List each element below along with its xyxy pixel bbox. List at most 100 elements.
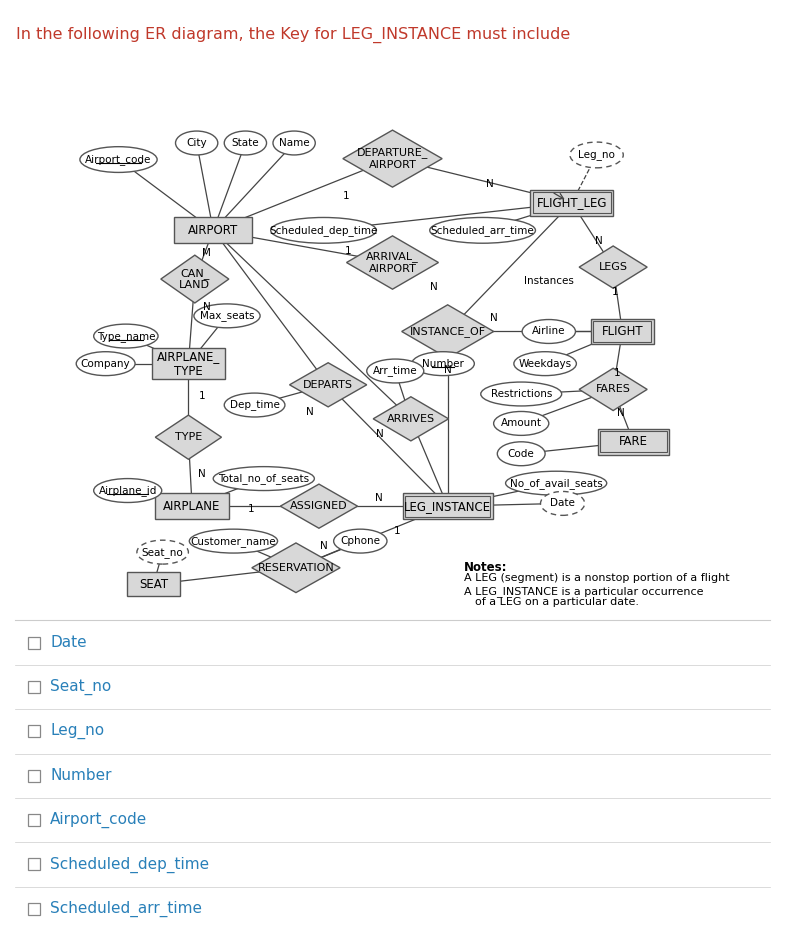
Text: In the following ER diagram, the Key for LEG_INSTANCE must include: In the following ER diagram, the Key for… <box>16 27 570 43</box>
Polygon shape <box>280 484 357 528</box>
Text: Weekdays: Weekdays <box>519 359 571 369</box>
Polygon shape <box>290 362 367 407</box>
Text: No_of_avail_seats: No_of_avail_seats <box>509 477 603 489</box>
Ellipse shape <box>137 540 188 565</box>
Text: Amount: Amount <box>501 418 542 428</box>
Bar <box>174 218 252 243</box>
Text: 1: 1 <box>345 246 352 256</box>
Ellipse shape <box>494 412 549 436</box>
Text: Total_no_of_seats: Total_no_of_seats <box>218 473 309 484</box>
Text: N: N <box>376 429 384 439</box>
Text: N: N <box>319 540 327 551</box>
Text: Name: Name <box>279 138 309 148</box>
Ellipse shape <box>80 146 157 172</box>
Bar <box>28 725 40 737</box>
Text: N: N <box>374 493 382 502</box>
Bar <box>591 319 654 344</box>
Ellipse shape <box>225 393 285 417</box>
Text: 1: 1 <box>612 287 619 297</box>
Ellipse shape <box>522 320 575 343</box>
Ellipse shape <box>225 131 267 155</box>
Text: Type_name: Type_name <box>97 331 155 341</box>
Text: Arr_time: Arr_time <box>373 365 418 376</box>
Text: Leg_no: Leg_no <box>579 149 615 160</box>
Bar <box>28 769 40 781</box>
Text: N: N <box>486 179 494 189</box>
Polygon shape <box>373 397 448 441</box>
Text: A LEG (segment) is a nonstop portion of a flight: A LEG (segment) is a nonstop portion of … <box>464 573 730 583</box>
Text: Scheduled_arr_time: Scheduled_arr_time <box>431 225 535 235</box>
Bar <box>155 493 229 519</box>
Text: FARE: FARE <box>619 436 648 449</box>
Text: DEPARTS: DEPARTS <box>303 380 353 390</box>
Bar <box>531 190 613 216</box>
Ellipse shape <box>176 131 217 155</box>
Ellipse shape <box>189 529 278 553</box>
Polygon shape <box>155 415 221 459</box>
Text: Notes:: Notes: <box>464 562 508 575</box>
Polygon shape <box>161 255 229 303</box>
Ellipse shape <box>541 491 585 515</box>
Text: Scheduled_dep_time: Scheduled_dep_time <box>269 225 378 235</box>
Text: 1: 1 <box>394 526 400 536</box>
Text: FLIGHT: FLIGHT <box>601 325 643 338</box>
Text: RESERVATION: RESERVATION <box>257 563 334 573</box>
Text: ARRIVAL_
AIRPORT: ARRIVAL_ AIRPORT <box>366 251 419 273</box>
Text: Customer_name: Customer_name <box>191 536 276 547</box>
Ellipse shape <box>498 442 545 465</box>
Text: Instances: Instances <box>524 276 574 286</box>
Text: N: N <box>596 236 603 247</box>
Ellipse shape <box>367 359 424 383</box>
Bar <box>28 903 40 915</box>
Bar <box>152 348 225 379</box>
Ellipse shape <box>214 466 314 490</box>
Text: N: N <box>203 301 210 311</box>
Text: 1: 1 <box>614 368 620 378</box>
Text: Airport_code: Airport_code <box>50 812 148 828</box>
Bar <box>593 321 652 342</box>
Polygon shape <box>402 305 494 358</box>
Ellipse shape <box>271 218 377 243</box>
Bar <box>127 572 180 596</box>
Ellipse shape <box>273 131 316 155</box>
Polygon shape <box>346 235 439 289</box>
Text: Airplane_id: Airplane_id <box>99 485 157 496</box>
Polygon shape <box>579 246 647 288</box>
Ellipse shape <box>76 351 135 375</box>
Text: TYPE: TYPE <box>175 432 202 442</box>
Text: DEPARTURE_
AIRPORT: DEPARTURE_ AIRPORT <box>357 147 428 170</box>
Text: N: N <box>617 408 624 418</box>
Text: Scheduled_arr_time: Scheduled_arr_time <box>50 901 202 917</box>
Polygon shape <box>579 368 647 411</box>
Text: Dep_time: Dep_time <box>230 400 279 411</box>
Text: City: City <box>186 138 207 148</box>
Text: AIRPLANE: AIRPLANE <box>163 500 221 513</box>
Text: N: N <box>430 283 438 292</box>
Text: Date: Date <box>50 635 86 650</box>
Bar <box>28 681 40 693</box>
Bar <box>533 192 611 213</box>
Bar <box>600 431 667 452</box>
Bar <box>28 814 40 826</box>
Text: 1: 1 <box>199 391 206 400</box>
Text: LEGS: LEGS <box>599 262 628 273</box>
Text: Airline: Airline <box>532 326 565 337</box>
Ellipse shape <box>506 471 607 495</box>
Ellipse shape <box>412 351 474 375</box>
Text: N: N <box>306 407 314 417</box>
Text: Cphone: Cphone <box>341 536 380 546</box>
Text: Scheduled_dep_time: Scheduled_dep_time <box>50 857 209 872</box>
Text: State: State <box>232 138 259 148</box>
Bar <box>28 637 40 649</box>
Bar <box>403 493 493 519</box>
Ellipse shape <box>480 382 562 406</box>
Text: SEAT: SEAT <box>139 578 168 590</box>
Text: N: N <box>490 312 498 323</box>
Text: INSTANCE_OF: INSTANCE_OF <box>410 326 486 337</box>
Text: Company: Company <box>81 359 130 369</box>
Text: Number: Number <box>422 359 464 369</box>
Text: ARRIVES: ARRIVES <box>387 413 435 424</box>
Text: Seat_no: Seat_no <box>50 679 111 695</box>
Ellipse shape <box>93 324 158 348</box>
Ellipse shape <box>334 529 387 553</box>
